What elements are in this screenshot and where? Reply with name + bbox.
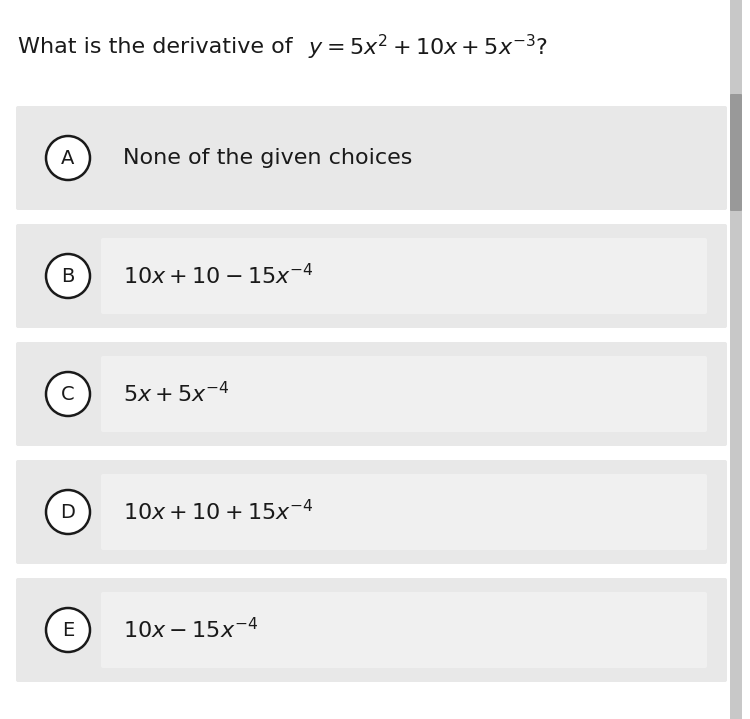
FancyBboxPatch shape — [730, 0, 742, 719]
Text: None of the given choices: None of the given choices — [123, 148, 412, 168]
FancyBboxPatch shape — [16, 460, 727, 564]
Circle shape — [46, 608, 90, 652]
FancyBboxPatch shape — [16, 224, 727, 328]
Text: $10x+10+15x^{-4}$: $10x+10+15x^{-4}$ — [123, 500, 314, 525]
Circle shape — [46, 136, 90, 180]
FancyBboxPatch shape — [16, 578, 727, 682]
FancyBboxPatch shape — [101, 474, 707, 550]
Text: C: C — [62, 385, 75, 403]
Text: $y=5x^2+10x+5x^{-3}$?: $y=5x^2+10x+5x^{-3}$? — [308, 32, 548, 62]
Text: $10x-15x^{-4}$: $10x-15x^{-4}$ — [123, 618, 258, 643]
Circle shape — [46, 372, 90, 416]
Text: $5x+5x^{-4}$: $5x+5x^{-4}$ — [123, 381, 230, 407]
Text: D: D — [61, 503, 76, 521]
Text: A: A — [62, 149, 75, 168]
Text: $10x+10-15x^{-4}$: $10x+10-15x^{-4}$ — [123, 263, 314, 288]
FancyBboxPatch shape — [16, 342, 727, 446]
FancyBboxPatch shape — [101, 356, 707, 432]
Circle shape — [46, 490, 90, 534]
FancyBboxPatch shape — [730, 94, 742, 211]
FancyBboxPatch shape — [16, 106, 727, 210]
Text: What is the derivative of: What is the derivative of — [18, 37, 300, 57]
FancyBboxPatch shape — [101, 238, 707, 314]
Circle shape — [46, 254, 90, 298]
Text: B: B — [62, 267, 75, 285]
Text: E: E — [62, 620, 74, 639]
FancyBboxPatch shape — [101, 592, 707, 668]
